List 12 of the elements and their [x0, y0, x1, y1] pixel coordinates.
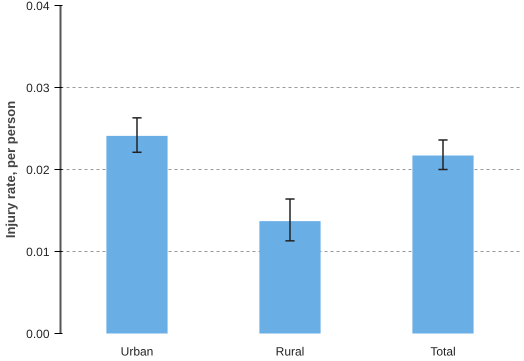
bar [412, 156, 474, 334]
text: 0.00 [26, 327, 50, 341]
y-tick-label: 0.02 [26, 163, 50, 177]
y-tick-label: 0.03 [26, 81, 50, 95]
y-tick-label: 0.01 [26, 245, 50, 259]
x-tick-label: Total [430, 344, 456, 358]
bar [259, 221, 321, 334]
x-tick-label: Urban [120, 344, 154, 358]
bar [106, 136, 168, 334]
y-axis-title: Injury rate, per person [3, 100, 18, 238]
x-tick-label: Rural [276, 344, 304, 358]
y-tick-label: 0.04 [26, 0, 50, 13]
